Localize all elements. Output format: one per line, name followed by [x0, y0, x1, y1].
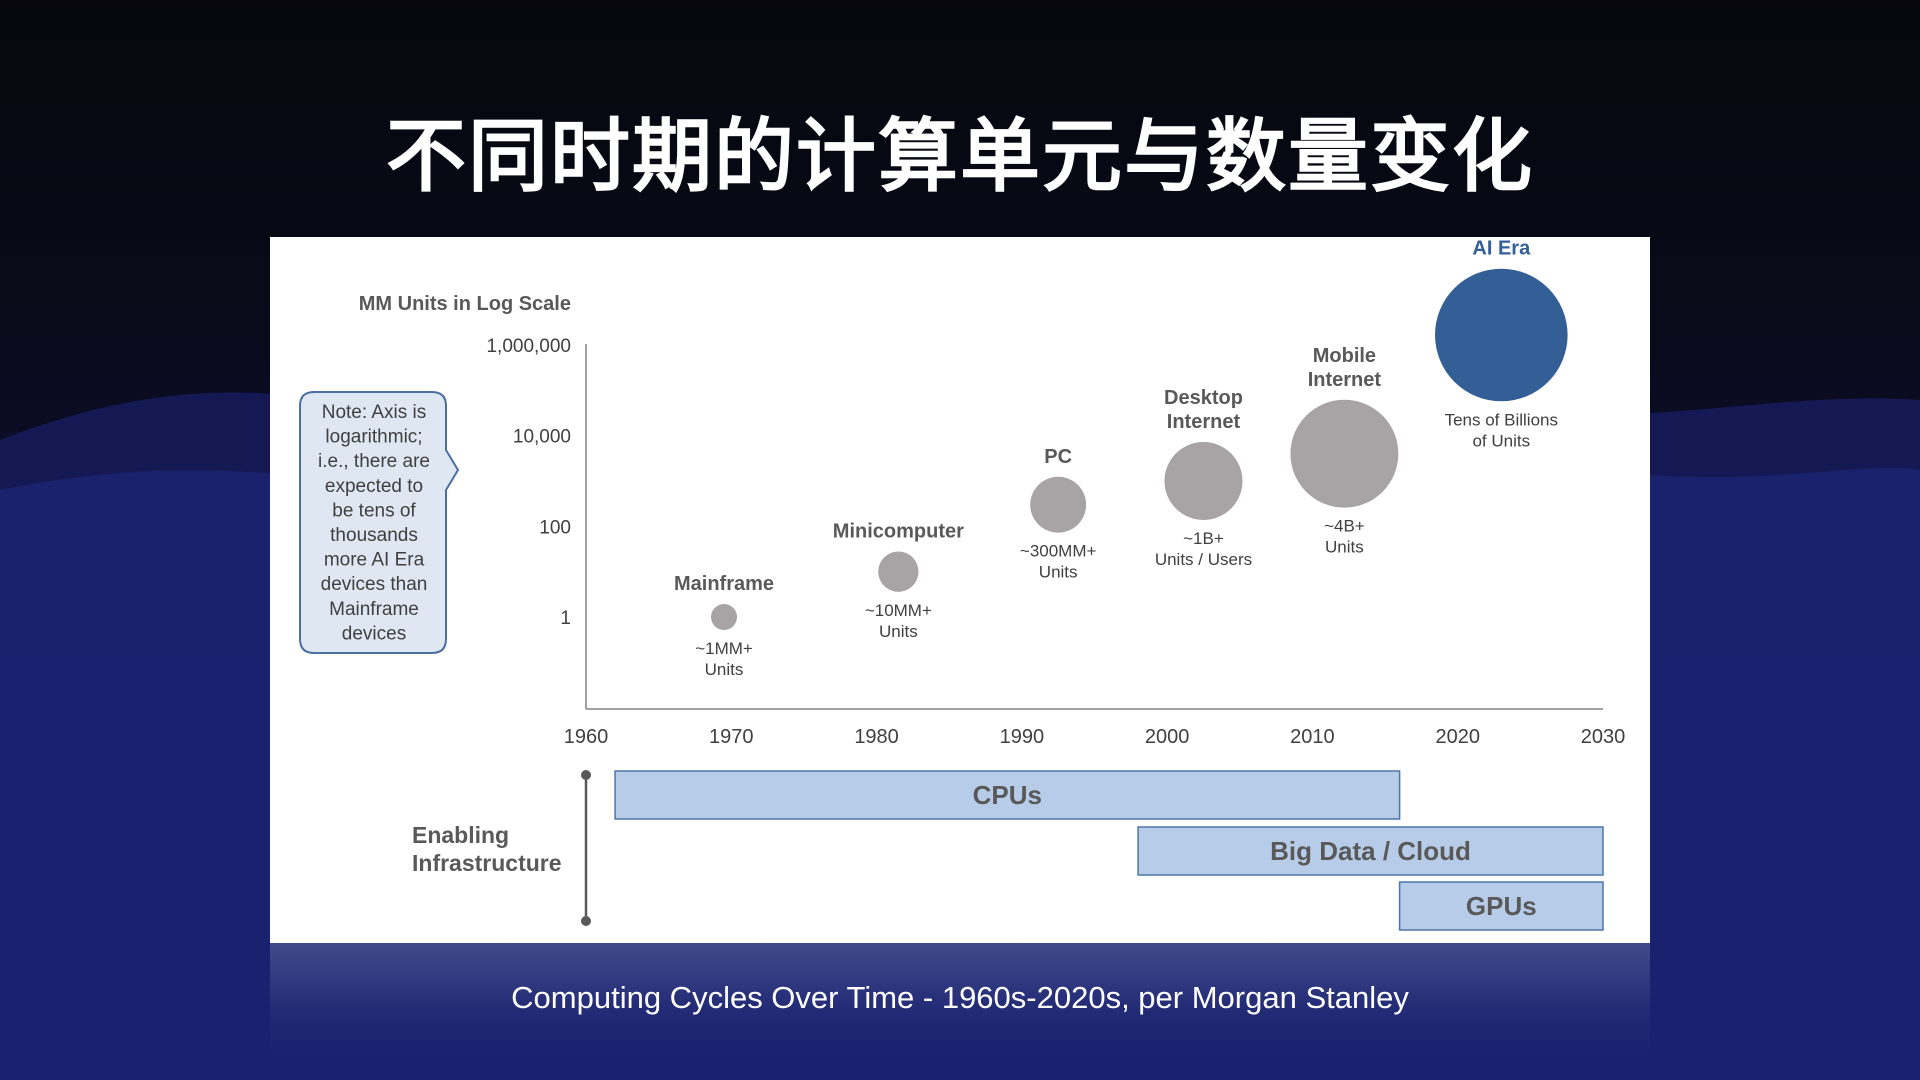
- x-tick-label: 1970: [709, 726, 754, 748]
- y-tick-label: 10,000: [513, 427, 571, 448]
- note-text-line: devices than: [321, 574, 428, 595]
- era-label: Minicomputer: [833, 521, 964, 543]
- infra-bar-rect: [1398, 881, 1604, 931]
- x-tick-label: 2030: [1581, 726, 1626, 748]
- note-text-line: expected to: [325, 476, 423, 497]
- note-text-line: Mainframe: [329, 599, 419, 620]
- era-units-label: Units / Users: [1155, 550, 1252, 569]
- infra-bar-big-data-cloud: Big Data / Cloud: [1137, 826, 1604, 876]
- slide-caption: Computing Cycles Over Time - 1960s-2020s…: [511, 980, 1409, 1015]
- era-units-label: Tens of Billions: [1445, 410, 1558, 429]
- era-ai-era: AI Era Tens of Billions of Units: [1435, 238, 1568, 450]
- note-text: Note: Axis is logarithmic; i.e., there are…: [318, 402, 430, 644]
- y-tick-label: 1,000,000: [486, 336, 571, 357]
- era-units-label: Units: [879, 622, 918, 641]
- era-minicomputer: Minicomputer ~10MM+ Units: [833, 521, 964, 641]
- era-units-label: Units: [1039, 563, 1078, 582]
- x-tick-label: 1990: [1000, 726, 1045, 748]
- infrastructure-bracket-bottom-dot: [581, 916, 591, 926]
- note-text-line: be tens of: [332, 500, 416, 521]
- era-units-label: ~300MM+: [1020, 542, 1097, 561]
- note-callout: Note: Axis is logarithmic; i.e., there are…: [299, 391, 460, 654]
- y-axis-title: MM Units in Log Scale: [359, 293, 571, 315]
- infra-bar-label: CPUs: [973, 780, 1042, 810]
- era-bubble: [1164, 442, 1243, 520]
- era-units-label: Units: [1325, 538, 1364, 557]
- infra-bar-label: GPUs: [1466, 891, 1537, 921]
- era-bubble: [711, 604, 738, 630]
- slide-title: 不同时期的计算单元与数量变化: [386, 110, 1534, 203]
- era-bubble: [1290, 399, 1399, 508]
- chart-panel: MM Units in Log Scale 1,000,000 10,000 100…: [270, 237, 1650, 943]
- era-bubble: [1435, 268, 1568, 402]
- era-bubble: [878, 551, 919, 592]
- note-callout-shape: [299, 391, 460, 654]
- infrastructure-label-line-2: Infrastructure: [412, 850, 562, 876]
- era-label: Mainframe: [674, 573, 774, 595]
- era-label: Internet: [1308, 369, 1382, 391]
- era-units-label: of Units: [1472, 431, 1530, 450]
- era-units-label: ~4B+: [1324, 517, 1365, 536]
- infra-bar-rect: [614, 770, 1401, 820]
- era-units-label: Units: [705, 660, 744, 679]
- infrastructure-label: Enabling Infrastructure: [412, 822, 562, 876]
- infra-bar-rect: [1137, 826, 1604, 876]
- infrastructure-label-line-1: Enabling: [412, 822, 509, 848]
- note-text-line: logarithmic;: [325, 427, 422, 448]
- x-tick-label: 1960: [564, 726, 609, 748]
- infra-bar-label: Big Data / Cloud: [1270, 836, 1471, 866]
- y-tick-label: 1: [560, 608, 571, 629]
- x-tick-label: 2010: [1290, 726, 1335, 748]
- era-units-label: ~10MM+: [865, 601, 932, 620]
- note-text-line: thousands: [330, 525, 418, 546]
- era-units-label: ~1B+: [1183, 529, 1224, 548]
- note-text-line: devices: [342, 623, 406, 644]
- era-label: Desktop: [1164, 387, 1243, 409]
- era-units-label: ~1MM+: [695, 639, 753, 658]
- era-mainframe: Mainframe ~1MM+ Units: [674, 573, 774, 679]
- era-bubble: [1030, 476, 1087, 533]
- x-tick-label: 2020: [1435, 726, 1480, 748]
- note-text-line: more AI Era: [324, 550, 425, 571]
- era-label: AI Era: [1472, 238, 1531, 260]
- infrastructure-bracket-top-dot: [581, 770, 591, 780]
- panel-reflection: [270, 943, 1650, 1053]
- infra-bar-gpus: GPUs: [1398, 881, 1604, 931]
- chart-svg: MM Units in Log Scale 1,000,000 10,000 100…: [299, 238, 1626, 931]
- x-tick-label: 1980: [854, 726, 899, 748]
- note-text-line: Note: Axis is: [322, 402, 427, 423]
- era-pc: PC ~300MM+ Units: [1020, 446, 1097, 582]
- infrastructure-section: Enabling Infrastructure CPUs Big Data / C…: [412, 770, 1604, 931]
- era-label: Mobile: [1313, 345, 1376, 367]
- x-tick-label: 2000: [1145, 726, 1190, 748]
- note-text-line: i.e., there are: [318, 451, 430, 472]
- infra-bar-cpus: CPUs: [614, 770, 1401, 820]
- y-tick-label: 100: [539, 517, 571, 538]
- era-label: Internet: [1167, 411, 1241, 433]
- era-label: PC: [1044, 446, 1072, 468]
